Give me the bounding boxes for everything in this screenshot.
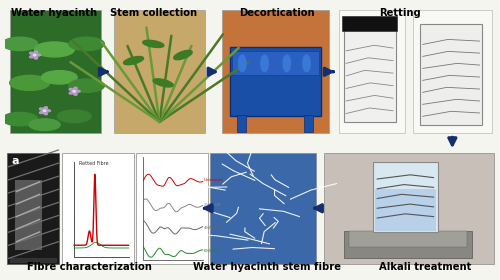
Text: Untreated: Untreated — [204, 178, 223, 182]
Text: Alkali treatment: Alkali treatment — [379, 262, 472, 272]
Ellipse shape — [30, 55, 34, 58]
Ellipse shape — [34, 42, 74, 57]
Bar — [232, 51, 319, 74]
Ellipse shape — [174, 50, 192, 60]
Bar — [348, 230, 467, 247]
Ellipse shape — [44, 110, 46, 111]
Bar — [136, 153, 208, 264]
Bar — [10, 10, 102, 133]
Bar — [344, 30, 396, 122]
Ellipse shape — [69, 92, 73, 94]
Ellipse shape — [44, 107, 48, 109]
Text: 2%NaOH: 2%NaOH — [204, 204, 221, 207]
Ellipse shape — [303, 55, 310, 72]
Bar — [15, 180, 42, 250]
Bar — [8, 153, 60, 264]
Bar — [324, 153, 494, 264]
Bar — [114, 10, 205, 133]
Ellipse shape — [58, 110, 91, 123]
Bar — [222, 10, 329, 133]
Bar — [374, 189, 436, 230]
Ellipse shape — [40, 111, 44, 113]
Bar — [413, 10, 492, 133]
Text: Fibre characterization: Fibre characterization — [26, 262, 152, 272]
Ellipse shape — [73, 90, 76, 92]
Bar — [420, 24, 482, 125]
Bar — [304, 115, 313, 132]
Bar — [238, 115, 246, 132]
Ellipse shape — [34, 51, 37, 54]
Ellipse shape — [283, 55, 290, 72]
Ellipse shape — [29, 119, 60, 130]
Ellipse shape — [46, 110, 51, 112]
Ellipse shape — [69, 88, 73, 91]
Ellipse shape — [74, 92, 77, 95]
Bar — [374, 162, 438, 232]
Ellipse shape — [261, 55, 268, 72]
Ellipse shape — [30, 52, 34, 55]
Ellipse shape — [42, 71, 77, 84]
Ellipse shape — [36, 54, 41, 56]
Ellipse shape — [75, 90, 80, 92]
Text: Retting: Retting — [380, 8, 422, 18]
Bar — [344, 230, 472, 258]
Ellipse shape — [153, 79, 173, 87]
Text: 4%NaOH: 4%NaOH — [204, 226, 221, 230]
Ellipse shape — [44, 112, 48, 115]
Bar — [10, 258, 57, 263]
Bar — [62, 153, 134, 264]
Bar — [338, 10, 406, 133]
Ellipse shape — [2, 37, 38, 51]
Ellipse shape — [10, 75, 50, 90]
Ellipse shape — [2, 112, 38, 126]
Bar — [230, 47, 322, 116]
Ellipse shape — [74, 87, 77, 90]
Ellipse shape — [124, 57, 144, 65]
Ellipse shape — [69, 79, 104, 92]
Text: Decortication: Decortication — [239, 8, 314, 18]
Text: Stem collection: Stem collection — [110, 8, 197, 18]
Text: 6%NaOH: 6%NaOH — [204, 249, 221, 253]
Ellipse shape — [34, 56, 37, 59]
Text: Water hyacinth: Water hyacinth — [12, 8, 98, 18]
Ellipse shape — [69, 37, 104, 51]
Ellipse shape — [238, 55, 246, 72]
Text: Retted Fibre: Retted Fibre — [79, 160, 109, 165]
Text: Water hyacinth stem fibre: Water hyacinth stem fibre — [193, 262, 341, 272]
Bar — [210, 153, 316, 264]
Ellipse shape — [40, 108, 44, 110]
Text: a: a — [12, 156, 19, 166]
Ellipse shape — [34, 54, 36, 56]
Ellipse shape — [142, 40, 164, 48]
Bar — [342, 16, 397, 31]
